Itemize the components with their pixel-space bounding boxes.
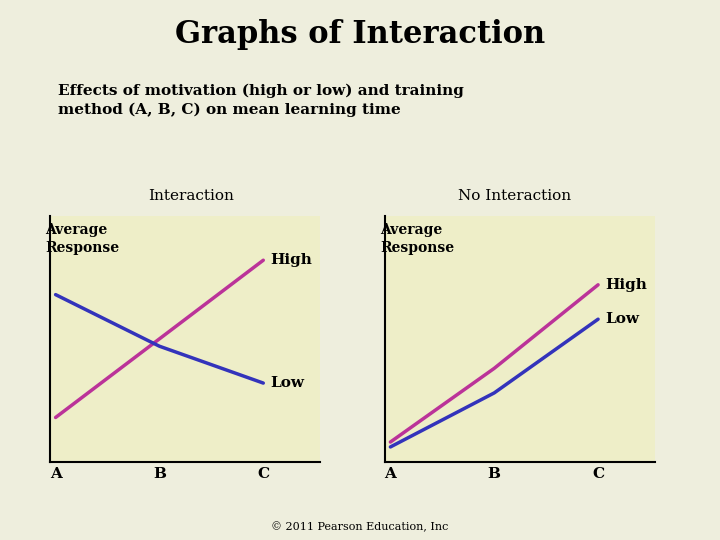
Text: No Interaction: No Interaction bbox=[458, 188, 572, 202]
Text: Average
Response: Average Response bbox=[380, 224, 454, 255]
Text: Interaction: Interaction bbox=[148, 188, 234, 202]
Text: Average
Response: Average Response bbox=[45, 224, 119, 255]
Text: High: High bbox=[271, 253, 312, 267]
Text: Effects of motivation (high or low) and training
method (A, B, C) on mean learni: Effects of motivation (high or low) and … bbox=[58, 84, 464, 117]
Text: Graphs of Interaction: Graphs of Interaction bbox=[175, 19, 545, 50]
Text: High: High bbox=[606, 278, 647, 292]
Text: Low: Low bbox=[606, 312, 639, 326]
Text: Low: Low bbox=[271, 376, 305, 390]
Text: © 2011 Pearson Education, Inc: © 2011 Pearson Education, Inc bbox=[271, 521, 449, 532]
